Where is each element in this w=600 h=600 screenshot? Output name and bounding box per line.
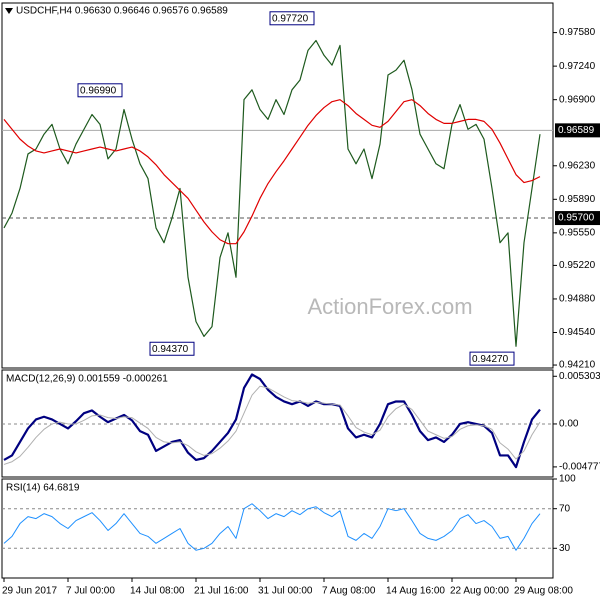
y-tick-label: 0.95550 [559, 227, 596, 238]
y-tick-label: 0.94210 [559, 360, 596, 371]
series-line [3, 385, 541, 465]
series-line [3, 39, 541, 347]
panel-title: RSI(14) 64.6819 [6, 483, 80, 494]
chart-title: USDCHF,H4 0.96630 0.96646 0.96576 0.9658… [16, 6, 228, 17]
annotation-label: 0.97720 [272, 13, 309, 24]
price-label: 0.95700 [558, 213, 595, 224]
y-tick-label: 0.96230 [559, 160, 596, 171]
panel-frame [1, 478, 554, 579]
y-tick-label: 0.00 [559, 419, 579, 430]
annotation-label: 0.94370 [152, 344, 189, 355]
symbol-arrow [5, 8, 13, 14]
y-tick-label: 0.005303 [559, 371, 600, 382]
annotation-box [469, 351, 515, 366]
annotation-label: 0.94270 [472, 354, 509, 365]
x-tick-label: 22 Aug 00:00 [450, 586, 509, 597]
x-tick-label: 29 Jun 2017 [2, 586, 57, 597]
x-tick-label: 31 Jul 00:00 [258, 586, 313, 597]
y-tick-label: 0.94540 [559, 327, 596, 338]
y-tick-label: 0.96900 [559, 94, 596, 105]
x-tick-label: 29 Aug 08:00 [514, 586, 573, 597]
x-tick-label: 14 Jul 08:00 [130, 586, 185, 597]
y-tick-label: 30 [559, 543, 571, 554]
y-tick-label: 70 [559, 503, 571, 514]
panel-title: MACD(12,26,9) 0.001559 -0.000261 [6, 374, 168, 385]
y-tick-label: 100 [559, 474, 576, 485]
y-tick-label: 0.95220 [559, 260, 596, 271]
price-label: 0.96589 [558, 125, 595, 136]
annotation-box [149, 341, 195, 356]
watermark: ActionForex.com [307, 294, 472, 319]
annotation-box [77, 83, 123, 98]
annotation-label: 0.96990 [80, 85, 117, 96]
series-line [3, 373, 541, 469]
x-tick-label: 14 Aug 16:00 [386, 586, 445, 597]
price-label-box [555, 123, 600, 138]
x-tick-label: 7 Aug 08:00 [322, 586, 376, 597]
series-line [3, 503, 541, 551]
annotation-box [269, 11, 315, 26]
y-tick-label: 0.97580 [559, 27, 596, 38]
y-tick-label: 0.97240 [559, 61, 596, 72]
panel-frame [1, 2, 554, 369]
series-line [3, 99, 541, 245]
y-tick-label: -0.004777 [559, 462, 600, 473]
y-tick-label: 0.94880 [559, 294, 596, 305]
price-label-box [555, 211, 600, 226]
y-tick-label: 0.95890 [559, 194, 596, 205]
x-tick-label: 21 Jul 16:00 [194, 586, 249, 597]
x-tick-label: 7 Jul 00:00 [66, 586, 115, 597]
